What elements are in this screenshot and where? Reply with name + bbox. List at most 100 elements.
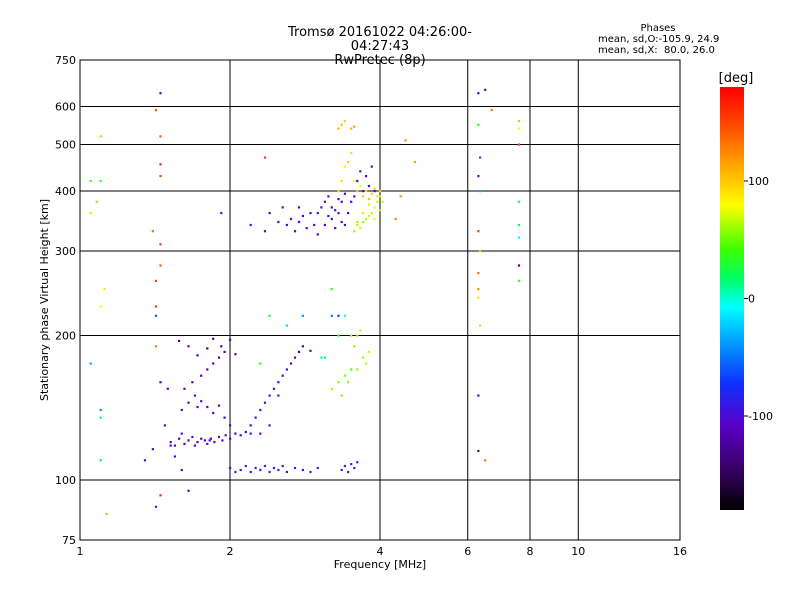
data-point [178,437,181,440]
data-point [517,223,521,227]
data-point [259,468,262,472]
data-point [347,212,350,215]
data-point [249,424,252,427]
data-point [343,464,346,468]
data-point [105,512,108,516]
data-point [353,466,356,470]
data-point [347,470,350,474]
data-point [263,230,267,233]
data-point [376,200,379,203]
data-point [340,123,343,126]
x-axis-label: Frequency [MHz] [334,558,426,571]
data-point [159,135,162,138]
data-point [213,441,216,444]
data-point [343,119,346,123]
data-point [330,217,333,221]
y-axis-label: Stationary phase Virtual Height [km] [38,199,51,401]
data-point [263,156,267,159]
data-point [229,338,232,341]
data-point [343,314,346,317]
data-point [362,220,365,224]
data-point [337,127,340,130]
data-point [187,401,190,404]
data-point [193,444,196,447]
data-point [343,165,346,168]
data-point [263,401,267,404]
y-tick-label: 750 [55,54,76,67]
data-point [173,444,176,447]
data-point [337,198,340,201]
data-point [289,217,293,221]
data-point [373,190,376,193]
data-point [337,314,340,317]
data-point [376,195,379,198]
data-point [479,324,482,327]
data-point [99,179,102,183]
title-line-1: Tromsø 20161022 04:26:00-04:27:43 [288,25,472,54]
data-point [196,405,199,409]
data-point [285,223,288,227]
data-point [234,353,237,356]
data-point [350,463,353,466]
data-point [359,227,362,230]
data-point [316,212,319,215]
data-point [268,394,271,397]
data-point [268,470,271,474]
data-point [477,230,480,233]
data-point [327,195,330,198]
data-point [309,349,312,352]
x-tick-label: 8 [527,545,534,558]
data-point [191,435,194,439]
data-point [305,227,308,230]
data-point [340,394,343,397]
data-point [367,350,371,353]
data-point [249,223,252,227]
data-point [217,435,221,439]
data-point [365,217,368,221]
data-point [353,179,356,183]
data-point [281,206,284,209]
data-point [334,209,337,212]
data-point [337,190,340,193]
data-point [154,505,158,508]
data-point [196,441,199,444]
data-point [297,350,301,353]
colorbar [720,87,744,510]
data-point [154,109,158,112]
data-point [277,394,280,397]
data-point [367,198,371,201]
y-tick-label: 500 [55,139,76,152]
data-point [285,324,288,327]
x-axis-ticks: 1 2 4 6 8 10 16 [77,545,688,558]
data-point [193,394,196,397]
x-tick-label: 10 [571,545,585,558]
colorbar-label: [deg] [719,71,754,86]
data-point [221,439,224,442]
data-point [484,88,487,91]
data-point [404,139,407,142]
data-point [517,119,521,123]
data-point [477,449,480,453]
data-point [517,127,521,130]
data-point [517,143,521,146]
data-point [413,160,417,164]
data-point [362,212,365,215]
phases-heading: Phases [640,23,676,34]
data-point [353,345,356,348]
colorbar-tick-label: 100 [748,175,769,188]
data-point [223,350,226,353]
chart-grid [80,60,680,540]
data-point [323,223,326,227]
y-tick-label: 75 [62,534,76,547]
data-point [200,437,203,440]
data-point [340,179,343,183]
data-point [309,470,312,474]
data-point [334,227,337,230]
data-point [208,439,211,442]
data-point [166,387,169,390]
data-point [154,305,158,308]
data-point [159,163,162,166]
data-point [229,424,232,427]
data-point [277,220,280,224]
data-point [209,437,212,440]
